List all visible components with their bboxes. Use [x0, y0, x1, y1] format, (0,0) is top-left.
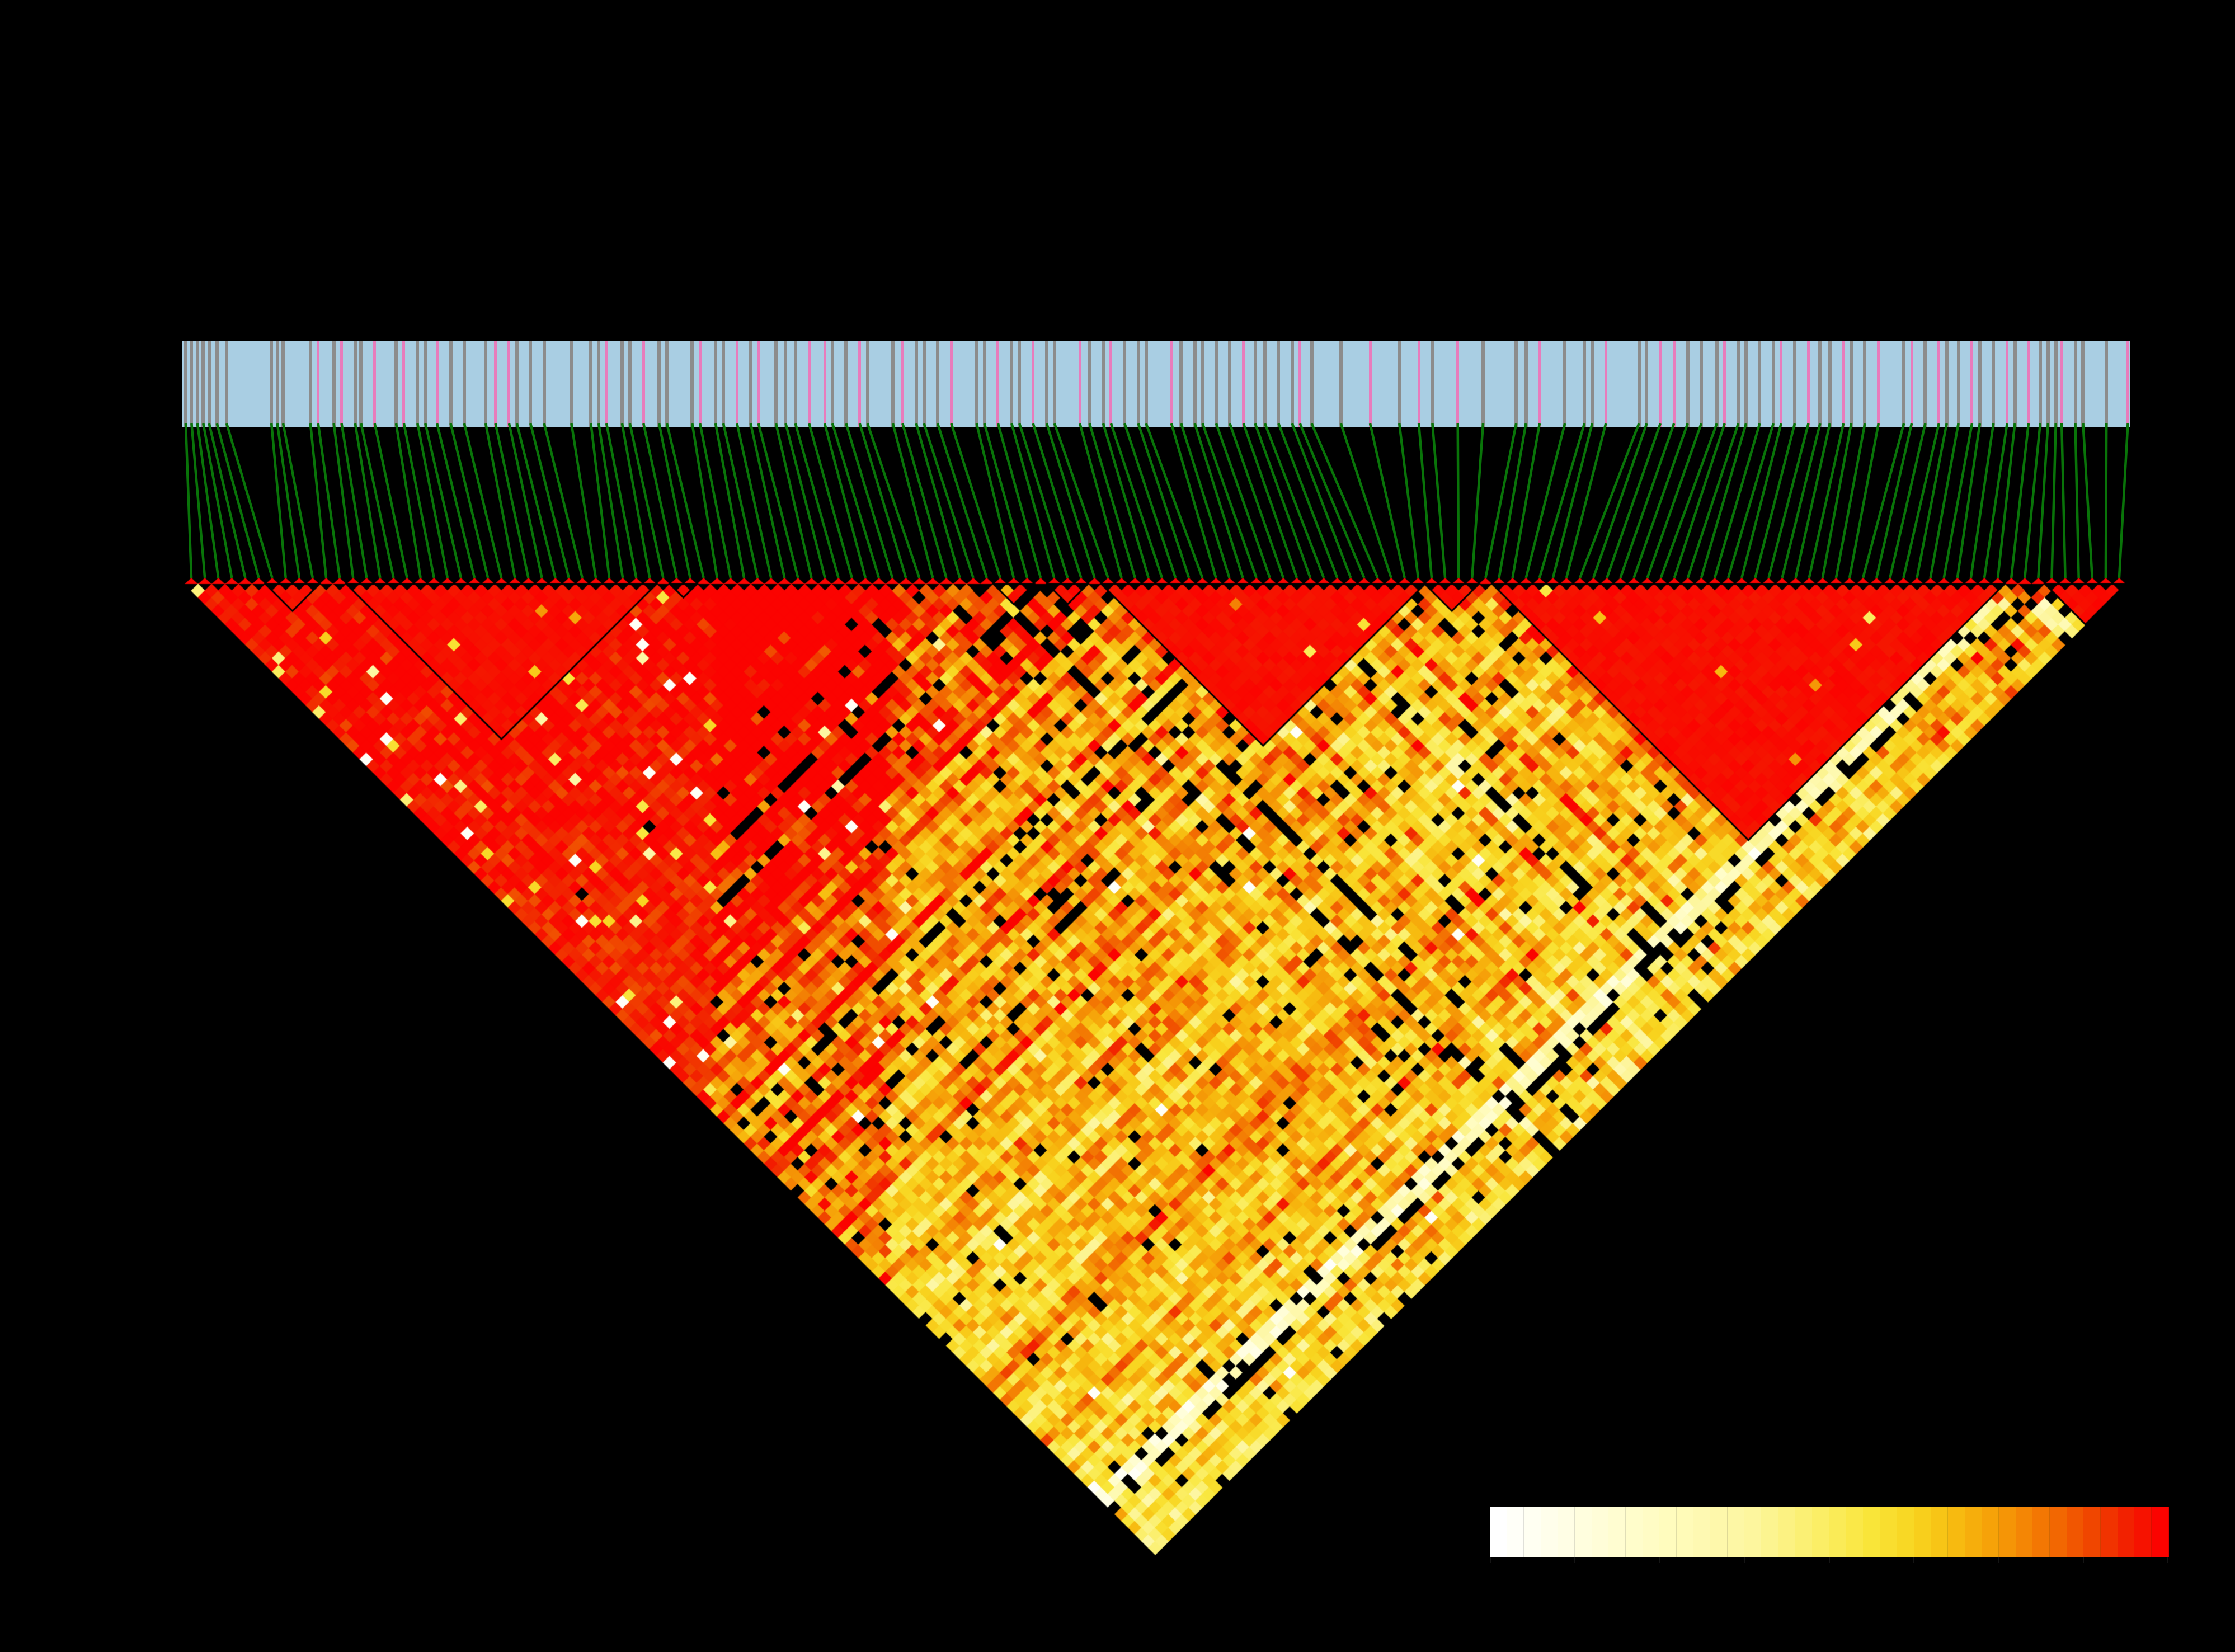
legend-color-bin: [1625, 1507, 1643, 1557]
legend-color-bin: [1965, 1507, 1983, 1557]
legend-color-bin: [1676, 1507, 1694, 1557]
legend-color-bin: [2083, 1507, 2101, 1557]
legend-color-bin: [1523, 1507, 1541, 1557]
color-key-legend: [1490, 1507, 2169, 1563]
legend-color-bin: [1744, 1507, 1762, 1557]
legend-color-bin: [1846, 1507, 1864, 1557]
legend-color-bin: [1761, 1507, 1779, 1557]
legend-color-bin: [1540, 1507, 1558, 1557]
legend-color-bin: [1947, 1507, 1965, 1557]
legend-tick: [1998, 1557, 1999, 1563]
legend-tick: [1490, 1557, 1491, 1563]
legend-color-bin: [2151, 1507, 2169, 1557]
legend-color-bin: [1507, 1507, 1524, 1557]
legend-color-bin: [1727, 1507, 1745, 1557]
legend-color-bin: [1574, 1507, 1592, 1557]
legend-color-bin: [2016, 1507, 2033, 1557]
legend-color-bin: [1710, 1507, 1728, 1557]
legend-color-bin: [1608, 1507, 1626, 1557]
legend-color-bin: [1558, 1507, 1575, 1557]
legend-color-bin: [2032, 1507, 2050, 1557]
legend-color-bin: [2100, 1507, 2118, 1557]
legend-color-bin: [1778, 1507, 1796, 1557]
legend-tick: [1828, 1557, 1830, 1563]
legend-color-bin: [1863, 1507, 1881, 1557]
legend-color-bin: [1829, 1507, 1847, 1557]
legend-tick: [1744, 1557, 1745, 1563]
legend-color-bin: [1897, 1507, 1914, 1557]
legend-color-bin: [1693, 1507, 1711, 1557]
legend-color-bin: [2049, 1507, 2067, 1557]
legend-color-bin: [1659, 1507, 1677, 1557]
legend-color-bin: [1914, 1507, 1932, 1557]
legend-color-bin: [2118, 1507, 2135, 1557]
legend-color-bin: [1812, 1507, 1830, 1557]
legend-tick: [1574, 1557, 1576, 1563]
legend-color-bin: [1998, 1507, 2016, 1557]
legend-color-bin: [1931, 1507, 1949, 1557]
legend-color-bin: [1795, 1507, 1813, 1557]
legend-color-bin: [1642, 1507, 1660, 1557]
legend-tick: [2082, 1557, 2084, 1563]
legend-color-bin: [1591, 1507, 1609, 1557]
legend-color-bin: [1490, 1507, 1507, 1557]
legend-tick: [1659, 1557, 1660, 1563]
legend-color-bin: [1880, 1507, 1898, 1557]
legend-color-bin: [2067, 1507, 2084, 1557]
legend-color-bin: [2134, 1507, 2152, 1557]
legend-tick: [1913, 1557, 1914, 1563]
legend-color-bin: [1982, 1507, 1999, 1557]
legend-tick: [2167, 1557, 2168, 1563]
